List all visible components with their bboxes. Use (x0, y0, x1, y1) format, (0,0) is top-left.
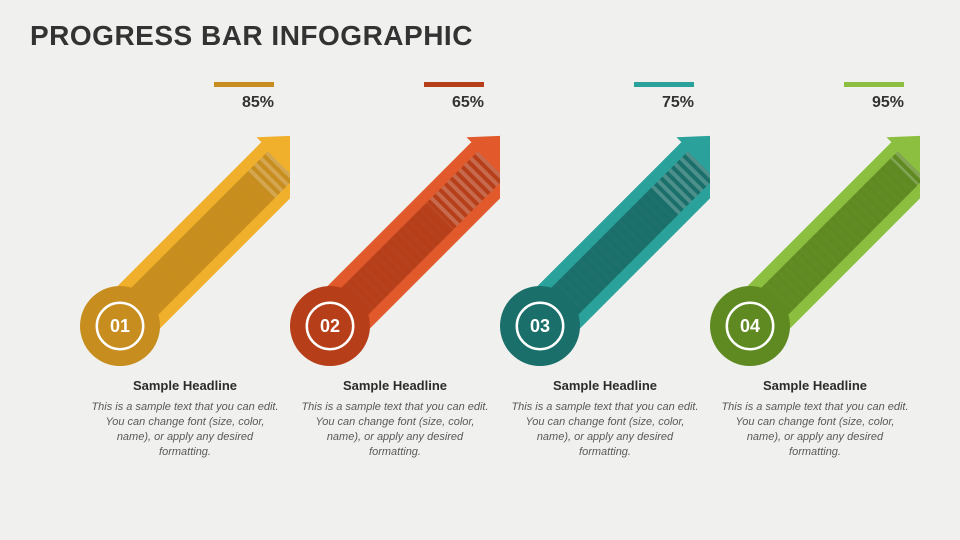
tick-bar (424, 82, 484, 87)
percent-label: 85% (242, 94, 274, 112)
items-container: 85% 01 Sample Headline This is a sample tex… (0, 70, 960, 530)
slide: PROGRESS BAR INFOGRAPHIC 85% 01 Sample Hea… (0, 0, 960, 540)
arrow-wrap: 02 (290, 116, 500, 366)
arrow-wrap: 03 (500, 116, 710, 366)
tick-bar (844, 82, 904, 87)
progress-item: 65% 02 Sample Headline This is a sample tex… (290, 70, 500, 510)
item-headline: Sample Headline (710, 378, 920, 393)
tick-bar (634, 82, 694, 87)
progress-item: 85% 01 Sample Headline This is a sample tex… (80, 70, 290, 510)
item-number: 04 (740, 316, 760, 336)
tick-bar (214, 82, 274, 87)
percent-label: 95% (872, 94, 904, 112)
page-title: PROGRESS BAR INFOGRAPHIC (30, 20, 473, 52)
item-body: This is a sample text that you can edit.… (510, 400, 700, 459)
item-headline: Sample Headline (290, 378, 500, 393)
item-body: This is a sample text that you can edit.… (300, 400, 490, 459)
item-body: This is a sample text that you can edit.… (720, 400, 910, 459)
item-headline: Sample Headline (80, 378, 290, 393)
percent-label: 65% (452, 94, 484, 112)
arrow-icon: 02 (290, 116, 500, 366)
arrow-icon: 01 (80, 116, 290, 366)
progress-item: 75% 03 Sample Headline This is a sample tex… (500, 70, 710, 510)
item-number: 02 (320, 316, 340, 336)
item-headline: Sample Headline (500, 378, 710, 393)
arrow-wrap: 01 (80, 116, 290, 366)
arrow-icon: 03 (500, 116, 710, 366)
arrow-wrap: 04 (710, 116, 920, 366)
arrow-icon: 04 (710, 116, 920, 366)
progress-item: 95% 04 Sample Headline This is a sample tex… (710, 70, 920, 510)
item-body: This is a sample text that you can edit.… (90, 400, 280, 459)
item-number: 03 (530, 316, 550, 336)
item-number: 01 (110, 316, 130, 336)
percent-label: 75% (662, 94, 694, 112)
